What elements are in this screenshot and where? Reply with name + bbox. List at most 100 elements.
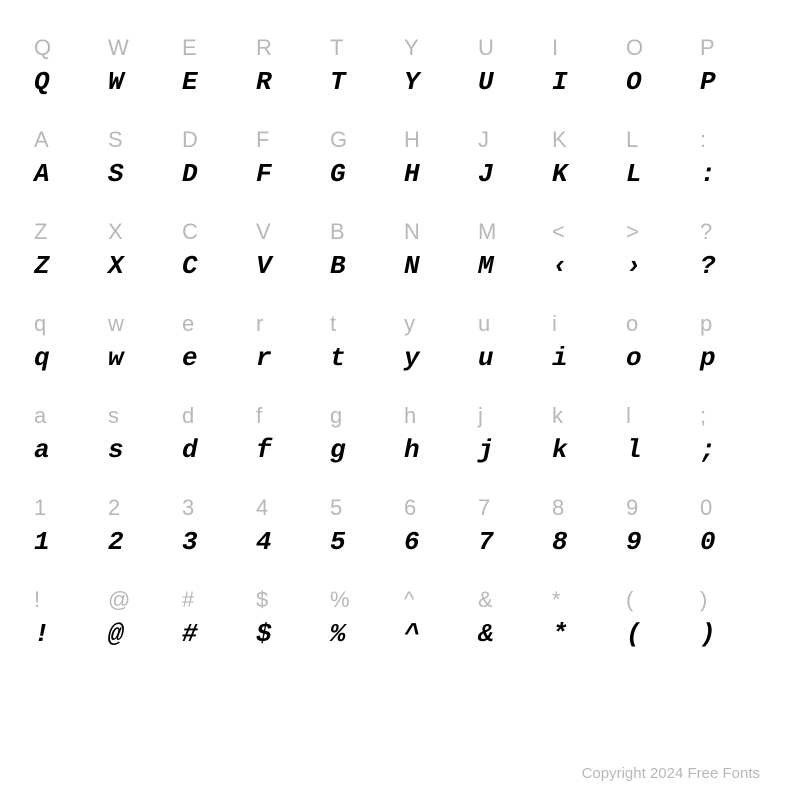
glyph-cell: 88 [548, 480, 622, 572]
glyph-cell: )) [696, 572, 770, 664]
reference-glyph: : [700, 129, 706, 151]
glyph-cell: 66 [400, 480, 474, 572]
reference-glyph: X [108, 221, 123, 243]
reference-glyph: a [34, 405, 46, 427]
sample-glyph: N [404, 253, 420, 279]
reference-glyph: O [626, 37, 643, 59]
sample-glyph: h [404, 437, 420, 463]
glyph-cell: KK [548, 112, 622, 204]
sample-glyph: › [626, 253, 642, 279]
glyph-cell: 33 [178, 480, 252, 572]
sample-glyph: D [182, 161, 198, 187]
sample-glyph: Q [34, 69, 50, 95]
reference-glyph: g [330, 405, 342, 427]
glyph-cell: ?? [696, 204, 770, 296]
glyph-cell: II [548, 20, 622, 112]
reference-glyph: 0 [700, 497, 712, 519]
sample-glyph: 2 [108, 529, 124, 555]
sample-glyph: R [256, 69, 272, 95]
glyph-cell: 11 [30, 480, 104, 572]
glyph-cell: ss [104, 388, 178, 480]
sample-glyph: 1 [34, 529, 50, 555]
glyph-cell: BB [326, 204, 400, 296]
sample-glyph: w [108, 345, 124, 371]
sample-glyph: X [108, 253, 124, 279]
reference-glyph: S [108, 129, 123, 151]
sample-glyph: ! [34, 621, 50, 647]
reference-glyph: f [256, 405, 262, 427]
glyph-cell: PP [696, 20, 770, 112]
glyph-cell: JJ [474, 112, 548, 204]
sample-glyph: G [330, 161, 346, 187]
sample-glyph: B [330, 253, 346, 279]
glyph-cell: %% [326, 572, 400, 664]
glyph-cell: MM [474, 204, 548, 296]
reference-glyph: q [34, 313, 46, 335]
sample-glyph: o [626, 345, 642, 371]
glyph-cell: VV [252, 204, 326, 296]
glyph-cell: NN [400, 204, 474, 296]
glyph-cell: GG [326, 112, 400, 204]
glyph-cell: 55 [326, 480, 400, 572]
reference-glyph: @ [108, 589, 130, 611]
sample-glyph: f [256, 437, 272, 463]
glyph-cell: FF [252, 112, 326, 204]
glyph-cell: 99 [622, 480, 696, 572]
reference-glyph: % [330, 589, 350, 611]
sample-glyph: C [182, 253, 198, 279]
reference-glyph: * [552, 589, 561, 611]
reference-glyph: 1 [34, 497, 46, 519]
sample-glyph: k [552, 437, 568, 463]
reference-glyph: $ [256, 589, 268, 611]
glyph-cell: yy [400, 296, 474, 388]
reference-glyph: i [552, 313, 557, 335]
glyph-cell: 77 [474, 480, 548, 572]
reference-glyph: e [182, 313, 194, 335]
sample-glyph: j [478, 437, 494, 463]
glyph-cell: EE [178, 20, 252, 112]
glyph-cell: XX [104, 204, 178, 296]
sample-glyph: ^ [404, 621, 420, 647]
sample-glyph: & [478, 621, 494, 647]
glyph-cell: 00 [696, 480, 770, 572]
reference-glyph: y [404, 313, 415, 335]
reference-glyph: w [108, 313, 124, 335]
sample-glyph: : [700, 161, 716, 187]
reference-glyph: L [626, 129, 638, 151]
reference-glyph: d [182, 405, 194, 427]
glyph-cell: ll [622, 388, 696, 480]
sample-glyph: V [256, 253, 272, 279]
reference-glyph: s [108, 405, 119, 427]
reference-glyph: ? [700, 221, 712, 243]
sample-glyph: H [404, 161, 420, 187]
sample-glyph: 0 [700, 529, 716, 555]
glyph-cell: ii [548, 296, 622, 388]
reference-glyph: 6 [404, 497, 416, 519]
reference-glyph: I [552, 37, 558, 59]
reference-glyph: D [182, 129, 198, 151]
reference-glyph: Z [34, 221, 47, 243]
reference-glyph: V [256, 221, 271, 243]
reference-glyph: N [404, 221, 420, 243]
sample-glyph: p [700, 345, 716, 371]
glyph-cell: ^^ [400, 572, 474, 664]
glyph-cell: dd [178, 388, 252, 480]
sample-glyph: i [552, 345, 568, 371]
glyph-cell: :: [696, 112, 770, 204]
reference-glyph: E [182, 37, 197, 59]
glyph-cell: tt [326, 296, 400, 388]
sample-glyph: J [478, 161, 494, 187]
glyph-cell: RR [252, 20, 326, 112]
copyright-text: Copyright 2024 Free Fonts [582, 765, 760, 782]
reference-glyph: H [404, 129, 420, 151]
glyph-cell: ## [178, 572, 252, 664]
glyph-cell: ** [548, 572, 622, 664]
glyph-cell: (( [622, 572, 696, 664]
glyph-cell: !! [30, 572, 104, 664]
glyph-cell: <‹ [548, 204, 622, 296]
sample-glyph: E [182, 69, 198, 95]
sample-glyph: Z [34, 253, 50, 279]
character-map-grid: QQWWEERRTTYYUUIIOOPPAASSDDFFGGHHJJKKLL::… [30, 20, 770, 664]
glyph-cell: @@ [104, 572, 178, 664]
glyph-cell: ww [104, 296, 178, 388]
